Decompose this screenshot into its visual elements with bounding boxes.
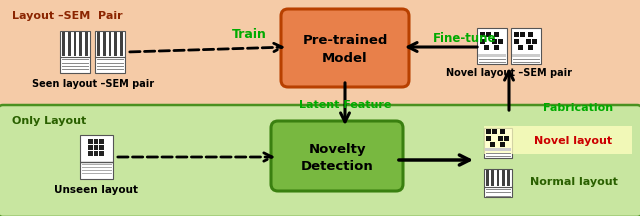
Bar	[109, 32, 111, 56]
Bar	[526, 39, 531, 44]
Bar	[99, 145, 104, 149]
Text: Only Layout: Only Layout	[12, 116, 86, 126]
Bar	[500, 142, 505, 147]
Bar	[480, 32, 485, 37]
Bar	[93, 139, 99, 143]
FancyBboxPatch shape	[271, 121, 403, 191]
FancyBboxPatch shape	[281, 9, 409, 87]
Bar	[99, 139, 104, 143]
Bar	[492, 129, 497, 134]
Text: Latent Feature: Latent Feature	[299, 100, 391, 110]
Text: Novel layout: Novel layout	[534, 136, 612, 146]
Bar	[486, 32, 491, 37]
Text: Layout –SEM  Pair: Layout –SEM Pair	[12, 11, 123, 21]
Bar	[498, 136, 503, 141]
Bar	[480, 39, 485, 44]
Bar	[504, 136, 509, 141]
Bar	[85, 32, 88, 56]
Text: Unseen layout: Unseen layout	[54, 185, 138, 195]
Bar	[512, 54, 540, 57]
Bar	[502, 170, 505, 186]
Bar	[79, 32, 82, 56]
Bar	[93, 145, 99, 149]
Bar	[99, 151, 104, 156]
Bar	[68, 32, 70, 56]
Bar	[532, 39, 537, 44]
Bar	[511, 28, 541, 64]
Bar	[93, 151, 99, 156]
Text: Novel layout –SEM pair: Novel layout –SEM pair	[446, 68, 572, 78]
Bar	[486, 170, 489, 186]
Text: Novelty
Detection: Novelty Detection	[301, 143, 373, 173]
Bar	[508, 170, 510, 186]
Bar	[498, 39, 503, 44]
FancyBboxPatch shape	[0, 105, 640, 216]
Bar	[477, 28, 507, 64]
Bar	[492, 170, 494, 186]
Bar	[484, 45, 489, 50]
Bar	[62, 32, 65, 56]
Bar	[486, 136, 491, 141]
Bar	[485, 148, 511, 151]
Bar	[490, 142, 495, 147]
Bar	[528, 45, 533, 50]
Bar	[79, 135, 113, 179]
Bar	[484, 128, 512, 158]
Bar	[95, 31, 125, 73]
FancyBboxPatch shape	[0, 0, 640, 112]
Bar	[518, 45, 523, 50]
Bar	[484, 169, 512, 197]
Bar	[514, 39, 519, 44]
Bar	[494, 45, 499, 50]
Bar	[494, 32, 499, 37]
Text: Pre-trained
Model: Pre-trained Model	[302, 35, 388, 65]
Text: Train: Train	[232, 28, 267, 41]
Bar	[500, 129, 505, 134]
Bar	[103, 32, 106, 56]
Bar	[120, 32, 123, 56]
Bar	[115, 32, 117, 56]
Bar	[478, 54, 506, 57]
Bar	[74, 32, 76, 56]
Bar	[88, 139, 93, 143]
Bar	[486, 129, 491, 134]
Bar	[88, 151, 93, 156]
Text: Seen layout –SEM pair: Seen layout –SEM pair	[32, 79, 154, 89]
Bar	[497, 170, 499, 186]
Text: Fine-tune: Fine-tune	[433, 32, 497, 44]
Text: Fabrication: Fabrication	[543, 103, 613, 113]
Bar	[514, 32, 519, 37]
Bar	[528, 32, 533, 37]
Bar	[60, 31, 90, 73]
Bar	[484, 126, 632, 154]
Text: Normal layout: Normal layout	[530, 177, 618, 187]
Bar	[520, 32, 525, 37]
Bar	[492, 39, 497, 44]
Bar	[88, 145, 93, 149]
Bar	[97, 32, 100, 56]
